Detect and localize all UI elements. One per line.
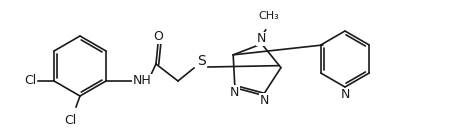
Text: NH: NH [132, 74, 151, 88]
Text: CH₃: CH₃ [258, 11, 278, 21]
Text: Cl: Cl [64, 114, 76, 127]
Text: N: N [259, 94, 268, 107]
Text: Cl: Cl [24, 74, 36, 88]
Text: S: S [197, 54, 206, 68]
Text: N: N [339, 88, 349, 102]
Text: N: N [229, 86, 239, 99]
Text: O: O [153, 31, 163, 44]
Text: N: N [257, 32, 266, 45]
